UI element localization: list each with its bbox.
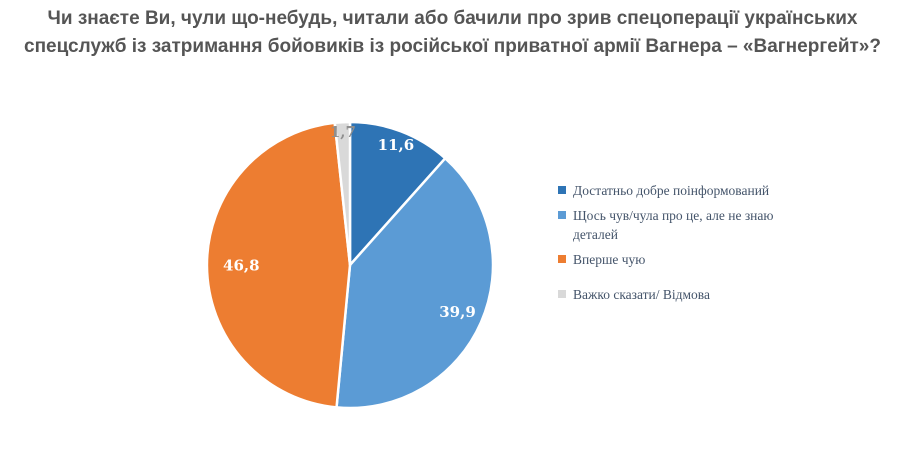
legend-label: Щось чув/чула про це, але не знаю детале… bbox=[573, 208, 774, 242]
pie-slice-1 bbox=[335, 157, 495, 410]
pie-slice-3 bbox=[333, 120, 352, 267]
legend-item-first-time: Вперше чую bbox=[558, 250, 808, 269]
pie-slice-label-2: 46,8 bbox=[223, 257, 260, 275]
legend: Достатньо добре поінформований Щось чув/… bbox=[558, 181, 808, 310]
legend-item-informed: Достатньо добре поінформований bbox=[558, 181, 808, 200]
pie-slice-0 bbox=[348, 120, 447, 267]
legend-swatch-gray bbox=[558, 290, 566, 298]
pie-slice-label-3: 1,7 bbox=[330, 123, 356, 141]
legend-swatch-light-blue bbox=[558, 211, 566, 219]
legend-swatch-orange bbox=[558, 255, 566, 263]
pie-slice-label-1: 39,9 bbox=[439, 303, 476, 321]
legend-label: Достатньо добре поінформований bbox=[573, 183, 770, 198]
chart-title-line2: спецслужб із затримання бойовиків із рос… bbox=[24, 36, 881, 57]
legend-label: Важко сказати/ Відмова bbox=[573, 287, 710, 302]
legend-item-hard-to-say: Важко сказати/ Відмова bbox=[558, 285, 808, 304]
pie-slice-label-0: 11,6 bbox=[378, 136, 415, 154]
pie-slice-2 bbox=[205, 121, 352, 409]
chart-title: Чи знаєте Ви, чули що-небудь, читали або… bbox=[0, 5, 905, 61]
legend-label: Вперше чую bbox=[573, 252, 646, 267]
legend-swatch-dark-blue bbox=[558, 186, 566, 194]
chart-title-line1: Чи знаєте Ви, чули що-небудь, читали або… bbox=[47, 8, 858, 29]
legend-item-heard-something: Щось чув/чула про це, але не знаю детале… bbox=[558, 206, 808, 244]
